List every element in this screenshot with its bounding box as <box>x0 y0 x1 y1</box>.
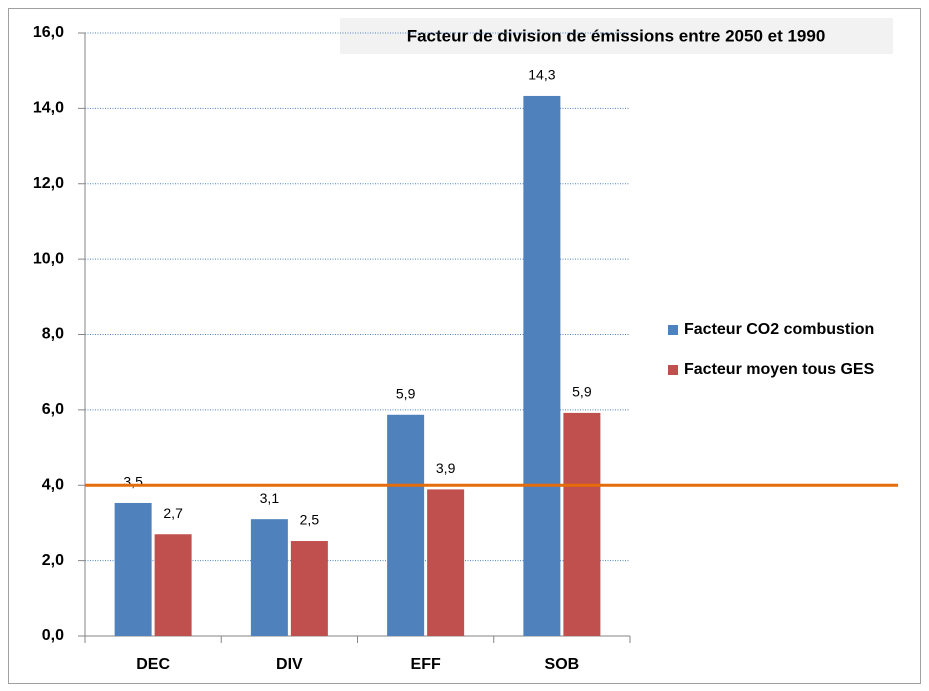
y-tick-label: 12,0 <box>33 175 64 192</box>
legend-label: Facteur CO2 combustion <box>684 321 874 338</box>
value-label: 2,7 <box>163 505 183 521</box>
value-label: 3,9 <box>436 460 456 476</box>
y-tick-label: 16,0 <box>33 24 64 41</box>
value-label: 2,5 <box>300 512 320 528</box>
x-tick-label: DIV <box>276 656 303 673</box>
x-tick-label: SOB <box>545 656 580 673</box>
bar <box>114 502 152 636</box>
value-label: 5,9 <box>396 385 416 401</box>
y-tick-label: 0,0 <box>42 627 64 644</box>
bar <box>427 489 465 636</box>
bar <box>523 95 561 637</box>
value-label: 5,9 <box>572 384 592 400</box>
y-tick-label: 14,0 <box>33 100 64 117</box>
y-tick-label: 8,0 <box>42 326 64 343</box>
bar <box>563 412 601 636</box>
bar <box>250 519 288 636</box>
title-box <box>340 18 893 54</box>
y-tick-label: 6,0 <box>42 401 64 418</box>
value-label: 3,5 <box>123 474 143 490</box>
x-tick-label: DEC <box>136 656 170 673</box>
value-label: 14,3 <box>528 67 555 83</box>
x-tick-label: EFF <box>411 656 441 673</box>
y-tick-label: 4,0 <box>42 476 64 493</box>
legend-label: Facteur moyen tous GES <box>684 361 875 378</box>
chart-title: Facteur de division de émissions entre 2… <box>407 26 826 45</box>
bar <box>387 414 425 636</box>
y-tick-label: 10,0 <box>33 250 64 267</box>
y-tick-label: 2,0 <box>42 552 64 569</box>
bar <box>290 541 328 636</box>
legend-swatch <box>668 365 678 375</box>
bar <box>154 534 192 636</box>
value-label: 3,1 <box>260 490 280 506</box>
legend-swatch <box>668 325 678 335</box>
